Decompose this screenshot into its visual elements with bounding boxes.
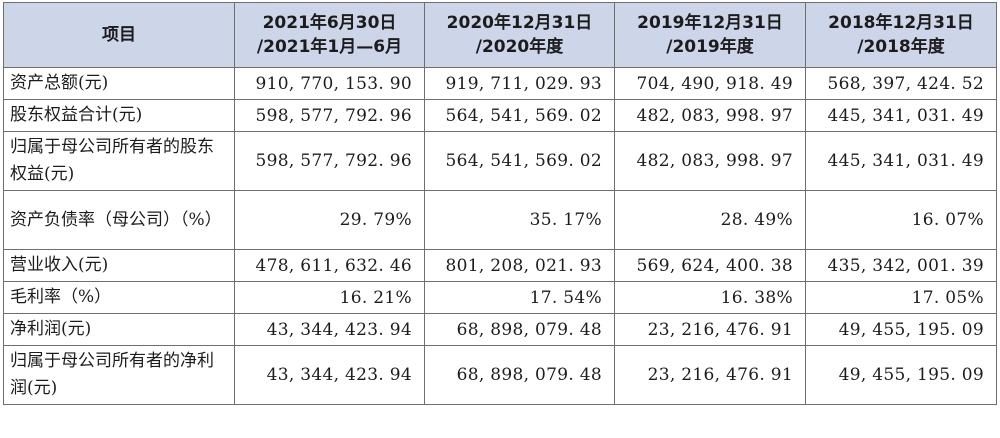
table-cell: 564, 541, 569. 02	[424, 99, 615, 132]
header-period: 2019年12月31日 /2019年度	[614, 2, 806, 68]
table-row: 资产负债率（母公司）（%） 29. 79% 35. 17% 28. 49% 16…	[3, 190, 997, 250]
table-cell: 704, 490, 918. 49	[614, 67, 806, 100]
table-cell: 482, 083, 998. 97	[614, 131, 806, 191]
table-cell: 68, 898, 079. 48	[424, 313, 615, 346]
table-cell: 35. 17%	[424, 190, 615, 250]
table-cell: 598, 577, 792. 96	[234, 131, 425, 191]
row-label: 归属于母公司所有者的股东权益(元)	[3, 131, 235, 191]
table-cell: 910, 770, 153. 90	[234, 67, 425, 100]
table-row: 净利润(元) 43, 344, 423. 94 68, 898, 079. 48…	[3, 313, 997, 346]
row-label: 营业收入(元)	[3, 249, 235, 282]
header-period: 2018年12月31日 /2018年度	[805, 2, 997, 68]
row-label: 资产总额(元)	[3, 67, 235, 100]
row-label: 资产负债率（母公司）（%）	[3, 190, 235, 250]
table-cell: 598, 577, 792. 96	[234, 99, 425, 132]
table-cell: 29. 79%	[234, 190, 425, 250]
table-cell: 49, 455, 195. 09	[805, 313, 997, 346]
table-cell: 43, 344, 423. 94	[234, 313, 425, 346]
table-cell: 569, 624, 400. 38	[614, 249, 806, 282]
table-row: 营业收入(元) 478, 611, 632. 46 801, 208, 021.…	[3, 249, 997, 282]
table-cell: 564, 541, 569. 02	[424, 131, 615, 191]
table-row: 资产总额(元) 910, 770, 153. 90 919, 711, 029.…	[3, 67, 997, 100]
table-cell: 16. 38%	[614, 281, 806, 314]
table-cell: 478, 611, 632. 46	[234, 249, 425, 282]
table-cell: 17. 05%	[805, 281, 997, 314]
table-header-row: 项目 2021年6月30日 /2021年1月—6月 2020年12月31日 /2…	[3, 2, 997, 68]
table-cell: 445, 341, 031. 49	[805, 99, 997, 132]
table-cell: 482, 083, 998. 97	[614, 99, 806, 132]
table-cell: 17. 54%	[424, 281, 615, 314]
table-cell: 28. 49%	[614, 190, 806, 250]
header-period: 2021年6月30日 /2021年1月—6月	[234, 2, 425, 68]
table-cell: 68, 898, 079. 48	[424, 345, 615, 405]
table-cell: 23, 216, 476. 91	[614, 313, 806, 346]
table-row: 股东权益合计(元) 598, 577, 792. 96 564, 541, 56…	[3, 99, 997, 132]
header-item: 项目	[3, 2, 235, 68]
table-cell: 16. 07%	[805, 190, 997, 250]
table-cell: 23, 216, 476. 91	[614, 345, 806, 405]
table-cell: 49, 455, 195. 09	[805, 345, 997, 405]
header-period: 2020年12月31日 /2020年度	[424, 2, 615, 68]
table-cell: 445, 341, 031. 49	[805, 131, 997, 191]
row-label: 归属于母公司所有者的净利润(元)	[3, 345, 235, 405]
table-row: 归属于母公司所有者的股东权益(元) 598, 577, 792. 96 564,…	[3, 131, 997, 191]
table-cell: 16. 21%	[234, 281, 425, 314]
table-cell: 435, 342, 001. 39	[805, 249, 997, 282]
table-row: 毛利率（%） 16. 21% 17. 54% 16. 38% 17. 05%	[3, 281, 997, 314]
table-cell: 568, 397, 424. 52	[805, 67, 997, 100]
table-cell: 919, 711, 029. 93	[424, 67, 615, 100]
table-cell: 43, 344, 423. 94	[234, 345, 425, 405]
row-label: 股东权益合计(元)	[3, 99, 235, 132]
table-cell: 801, 208, 021. 93	[424, 249, 615, 282]
financial-data-table: 项目 2021年6月30日 /2021年1月—6月 2020年12月31日 /2…	[3, 2, 997, 405]
table-row: 归属于母公司所有者的净利润(元) 43, 344, 423. 94 68, 89…	[3, 345, 997, 405]
row-label: 净利润(元)	[3, 313, 235, 346]
row-label: 毛利率（%）	[3, 281, 235, 314]
